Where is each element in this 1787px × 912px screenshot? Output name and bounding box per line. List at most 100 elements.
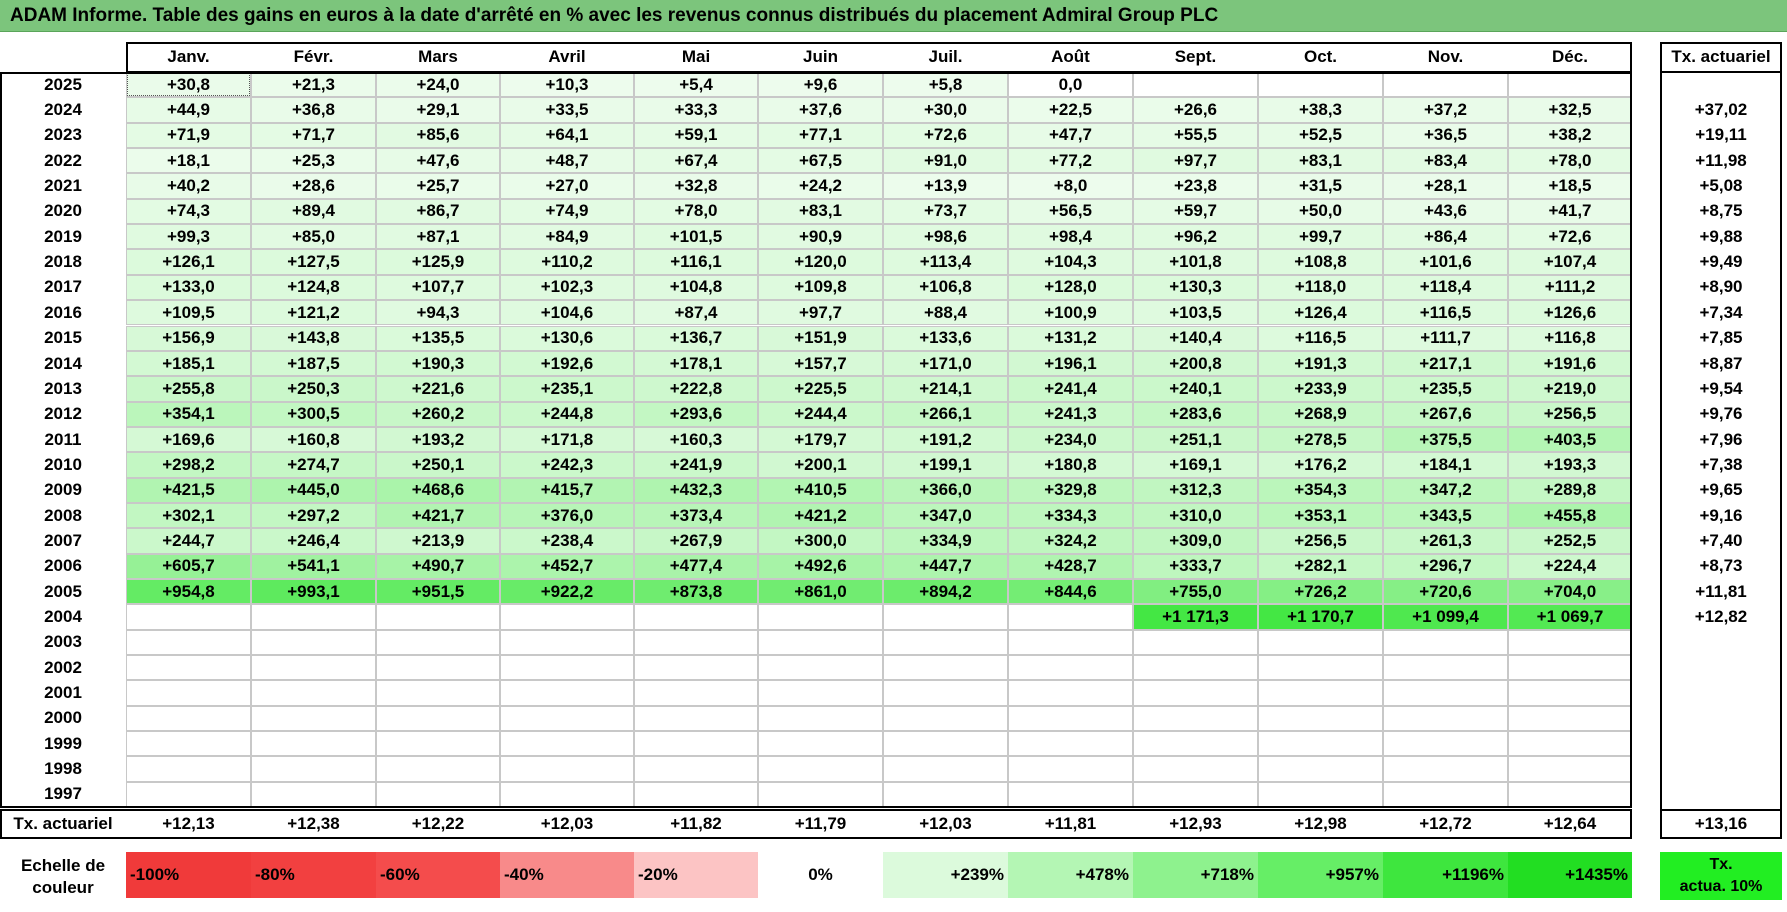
table-cell: +101,5 — [634, 224, 758, 250]
table-cell: +106,8 — [883, 274, 1008, 301]
table-cell: +128,0 — [1008, 274, 1133, 301]
year-label: 2008 — [44, 505, 82, 525]
rate-cell — [1660, 630, 1782, 655]
year-label: 2004 — [44, 607, 82, 627]
table-cell: +268,9 — [1258, 401, 1383, 427]
table-cell: +130,3 — [1133, 274, 1258, 301]
table-cell: +200,1 — [758, 452, 883, 478]
month-header: Déc. — [1552, 47, 1588, 66]
table-cell: +242,3 — [500, 452, 634, 478]
table-cell: +10,3 — [500, 72, 634, 98]
rate-cell: +8,90 — [1699, 277, 1743, 297]
table-cell: +18,5 — [1508, 173, 1632, 199]
month-header: Août — [1051, 47, 1090, 66]
table-cell: +993,1 — [251, 579, 376, 605]
table-cell: +37,6 — [758, 97, 883, 123]
table-cell: +217,1 — [1383, 350, 1508, 377]
table-cell — [1008, 629, 1133, 656]
table-cell: +720,6 — [1383, 579, 1508, 605]
table-cell: +160,3 — [634, 426, 758, 453]
month-header: Avril — [548, 47, 586, 66]
table-cell: +38,2 — [1508, 122, 1632, 149]
rate-cell: +7,34 — [1699, 302, 1743, 322]
table-cell: +300,0 — [758, 528, 883, 554]
scale-swatch: +478% — [1008, 852, 1133, 898]
scale-label-line2: couleur — [32, 878, 94, 897]
table-cell — [1133, 655, 1258, 681]
table-cell — [126, 781, 251, 808]
table-cell: +255,8 — [126, 376, 251, 402]
year-label: 2001 — [44, 683, 82, 703]
table-cell: +8,0 — [1008, 173, 1133, 199]
year-label: 2011 — [44, 429, 82, 449]
table-cell: +64,1 — [500, 122, 634, 149]
table-cell: +415,7 — [500, 477, 634, 503]
table-cell: +428,7 — [1008, 553, 1133, 579]
table-cell: +447,7 — [883, 553, 1008, 579]
rate-cell: +9,65 — [1699, 480, 1743, 500]
table-cell — [500, 756, 634, 782]
table-cell: +922,2 — [500, 579, 634, 605]
table-cell — [1508, 655, 1632, 681]
table-cell: +171,0 — [883, 350, 1008, 377]
table-cell: +21,3 — [251, 72, 376, 98]
rate-cell: +8,75 — [1699, 201, 1743, 221]
table-cell: +726,2 — [1258, 579, 1383, 605]
table-cell: +27,0 — [500, 173, 634, 199]
table-cell: +104,6 — [500, 300, 634, 326]
rate-cell: +9,16 — [1699, 505, 1743, 525]
table-cell — [1508, 72, 1632, 98]
table-cell: +468,6 — [376, 477, 500, 503]
table-cell: +109,8 — [758, 274, 883, 301]
table-cell: +41,7 — [1508, 198, 1632, 225]
table-cell: +77,1 — [758, 122, 883, 149]
table-cell — [1008, 756, 1133, 782]
table-cell — [251, 655, 376, 681]
rate-cell: +9,76 — [1699, 404, 1743, 424]
scale-swatch: -60% — [376, 852, 500, 898]
table-cell: +126,4 — [1258, 300, 1383, 326]
table-cell: +251,1 — [1133, 426, 1258, 453]
table-cell — [251, 731, 376, 757]
table-cell: 0,0 — [1008, 72, 1133, 98]
table-cell: +302,1 — [126, 502, 251, 529]
table-cell: +32,5 — [1508, 97, 1632, 123]
table-cell: +156,9 — [126, 325, 251, 351]
table-cell: +136,7 — [634, 325, 758, 351]
table-cell — [251, 629, 376, 656]
table-cell: +116,8 — [1508, 325, 1632, 351]
table-cell: +67,4 — [634, 148, 758, 174]
table-cell: +375,5 — [1383, 426, 1508, 453]
table-cell: +94,3 — [376, 300, 500, 326]
table-cell: +421,5 — [126, 477, 251, 503]
table-cell: +87,1 — [376, 224, 500, 250]
table-cell: +102,3 — [500, 274, 634, 301]
rate-cell — [1660, 782, 1782, 807]
table-cell — [500, 731, 634, 757]
year-label: 2014 — [44, 353, 82, 373]
table-cell: +180,8 — [1008, 452, 1133, 478]
table-cell: +196,1 — [1008, 350, 1133, 377]
year-label: 2006 — [44, 556, 82, 576]
table-cell: +283,6 — [1133, 401, 1258, 427]
scale-swatch: 0% — [758, 852, 883, 898]
table-cell — [1383, 705, 1508, 732]
table-cell: +86,4 — [1383, 224, 1508, 250]
table-cell: +31,5 — [1258, 173, 1383, 199]
table-cell — [500, 781, 634, 808]
scale-swatch: +957% — [1258, 852, 1383, 898]
year-label: 2021 — [44, 176, 82, 196]
table-cell: +103,5 — [1133, 300, 1258, 326]
rate-cell: +9,49 — [1699, 252, 1743, 272]
table-cell — [1258, 705, 1383, 732]
month-header: Nov. — [1427, 47, 1464, 66]
table-cell — [1133, 705, 1258, 732]
table-cell: +266,1 — [883, 401, 1008, 427]
month-header: Mai — [681, 47, 711, 66]
table-cell — [500, 680, 634, 706]
table-cell — [1133, 756, 1258, 782]
table-cell: +193,3 — [1508, 452, 1632, 478]
table-cell: +366,0 — [883, 477, 1008, 503]
table-cell: +85,6 — [376, 122, 500, 149]
scale-act-line1: Tx. — [1709, 856, 1733, 873]
